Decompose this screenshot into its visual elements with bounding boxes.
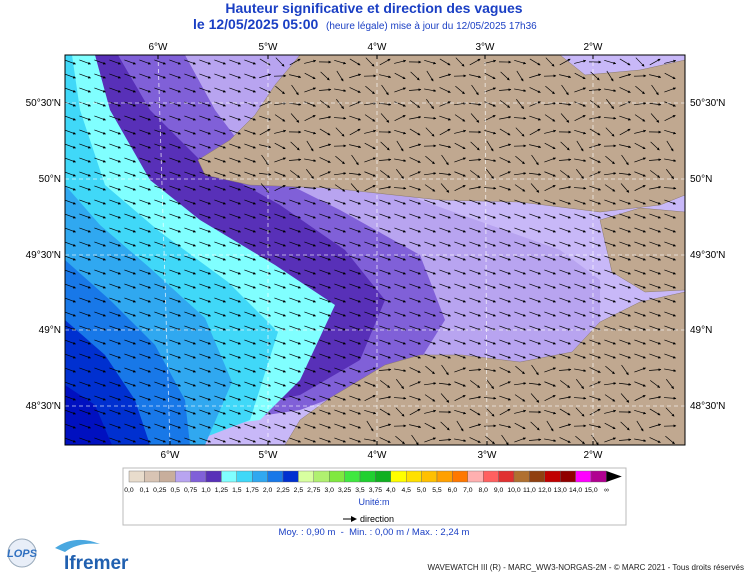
legend-label: 3,25	[338, 487, 351, 494]
legend-swatch	[237, 471, 252, 482]
legend-swatch	[499, 471, 514, 482]
legend-label: 0,0	[124, 487, 134, 494]
legend-swatch	[175, 471, 190, 482]
legend-label: 3,75	[369, 487, 382, 494]
update: (heure légale) mise à jour du 12/05/2025…	[326, 21, 537, 32]
lat-label: 48°30'N	[690, 401, 725, 412]
legend-label: 2,5	[294, 487, 304, 494]
legend-swatch	[560, 471, 575, 482]
unit: Unité:m	[358, 497, 389, 507]
lon-label: 4°W	[368, 450, 388, 461]
lon-label: 6°W	[149, 42, 169, 53]
legend-swatch	[437, 471, 452, 482]
legend-swatch	[129, 471, 144, 482]
legend-label: 2,0	[263, 487, 273, 494]
legend-label: 0,25	[153, 487, 166, 494]
legend-swatch	[329, 471, 344, 482]
lat-label: 49°N	[39, 325, 61, 336]
lon-label: 4°W	[368, 42, 388, 53]
lat-label: 49°30'N	[690, 250, 725, 261]
legend-label: 1,0	[201, 487, 211, 494]
lon-label: 3°W	[478, 450, 498, 461]
legend-swatch	[160, 471, 175, 482]
legend-label: 0,75	[184, 487, 197, 494]
legend-swatch	[206, 471, 221, 482]
footer: WAVEWATCH III (R) - MARC_WW3-NORGAS-2M -…	[428, 563, 744, 572]
legend-label: 5,5	[432, 487, 442, 494]
lat-label: 49°N	[690, 325, 712, 336]
legend-label: 4,5	[401, 487, 411, 494]
legend-swatch	[545, 471, 560, 482]
legend-swatch	[144, 471, 159, 482]
legend-swatch	[283, 471, 298, 482]
legend-label: 15,0	[584, 487, 597, 494]
legend-swatch	[252, 471, 267, 482]
lat-label: 50°N	[39, 174, 61, 185]
map	[64, 55, 685, 445]
lon-label: 3°W	[476, 42, 496, 53]
legend-swatch	[345, 471, 360, 482]
lon-label: 6°W	[161, 450, 181, 461]
legend-label: 1,5	[232, 487, 242, 494]
lon-label: 5°W	[259, 450, 279, 461]
legend-swatch	[360, 471, 375, 482]
direction-label: direction	[360, 514, 394, 524]
lat-label: 50°30'N	[690, 98, 725, 109]
legend-label: 9,0	[494, 487, 504, 494]
lon-label: 5°W	[259, 42, 279, 53]
date: le 12/05/2025 05:00	[193, 16, 319, 32]
legend-swatch	[514, 471, 529, 482]
legend-swatch	[298, 471, 313, 482]
lat-label: 48°30'N	[26, 401, 61, 412]
legend-swatch	[452, 471, 467, 482]
legend-label: 3,0	[324, 487, 334, 494]
legend-swatch	[529, 471, 544, 482]
legend-swatch	[375, 471, 390, 482]
title: Hauteur significative et direction des v…	[225, 0, 522, 16]
legend-label: 2,25	[276, 487, 289, 494]
lon-label: 2°W	[584, 42, 604, 53]
legend-swatch	[391, 471, 406, 482]
lat-label: 50°N	[690, 174, 712, 185]
lat-label: 50°30'N	[26, 98, 61, 109]
ifremer-text: Ifremer	[64, 553, 129, 574]
legend-label: 1,75	[246, 487, 259, 494]
legend-swatch	[591, 471, 606, 482]
legend-label: 4,0	[386, 487, 396, 494]
legend-label: 10,0	[507, 487, 520, 494]
legend-swatch	[191, 471, 206, 482]
legend-label: 14,0	[569, 487, 582, 494]
legend-swatch	[468, 471, 483, 482]
ifremer-wave	[55, 540, 100, 552]
legend-label: 3,5	[355, 487, 365, 494]
legend-label: 2,75	[307, 487, 320, 494]
lops-text: LOPS	[7, 548, 38, 560]
legend-label: 1,25	[215, 487, 228, 494]
legend-label: 13,0	[554, 487, 567, 494]
legend-swatch	[406, 471, 421, 482]
lon-label: 2°W	[584, 450, 604, 461]
legend-label: 6,0	[448, 487, 458, 494]
legend-label: 0,1	[140, 487, 150, 494]
legend-label: 7,0	[463, 487, 473, 494]
legend-label: 12,0	[538, 487, 551, 494]
legend-swatch	[268, 471, 283, 482]
legend-label: 8,0	[478, 487, 488, 494]
legend-swatch	[221, 471, 236, 482]
legend-label: 5,0	[417, 487, 427, 494]
legend-label: 11,0	[523, 487, 536, 494]
legend-swatch	[576, 471, 591, 482]
legend-swatch	[483, 471, 498, 482]
legend-label: 0,5	[170, 487, 180, 494]
lat-label: 49°30'N	[26, 250, 61, 261]
stats: Moy. : 0,90 m - Min. : 0,00 m / Max. : 2…	[279, 527, 470, 538]
legend-swatch	[422, 471, 437, 482]
legend-label: ∞	[604, 487, 609, 494]
legend-swatch	[314, 471, 329, 482]
